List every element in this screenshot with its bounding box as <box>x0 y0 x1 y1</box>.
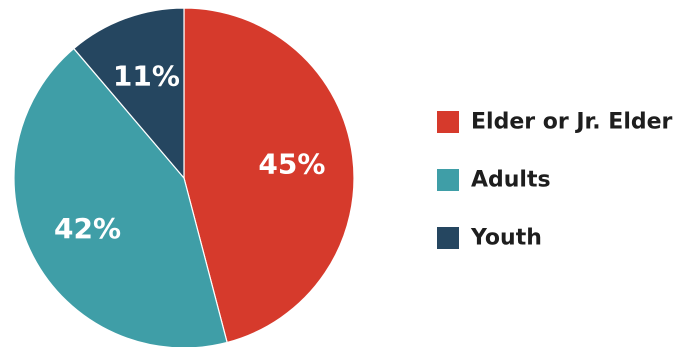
legend: Elder or Jr. Elder Adults Youth <box>437 110 673 251</box>
legend-label-elder-or-jr-elder: Elder or Jr. Elder <box>471 110 673 135</box>
pie-slice-youth <box>72 7 185 180</box>
slice-label-elder-or-jr-elder: 45% <box>258 148 325 181</box>
pie-slices <box>13 7 355 349</box>
pie-slice-elder-or-jr-elder <box>183 7 355 344</box>
legend-swatch-elder-or-jr-elder <box>437 111 459 133</box>
legend-item-adults: Adults <box>437 168 551 193</box>
pie-slice-labels: 45% 42% 11% <box>54 59 325 244</box>
legend-label-adults: Adults <box>471 168 551 193</box>
slice-label-adults: 42% <box>54 212 121 245</box>
legend-label-youth: Youth <box>470 226 542 251</box>
legend-swatch-youth <box>437 227 459 249</box>
slice-label-youth: 11% <box>113 59 180 92</box>
legend-item-elder-or-jr-elder: Elder or Jr. Elder <box>437 110 673 135</box>
legend-swatch-adults <box>437 169 459 191</box>
legend-item-youth: Youth <box>437 226 542 251</box>
